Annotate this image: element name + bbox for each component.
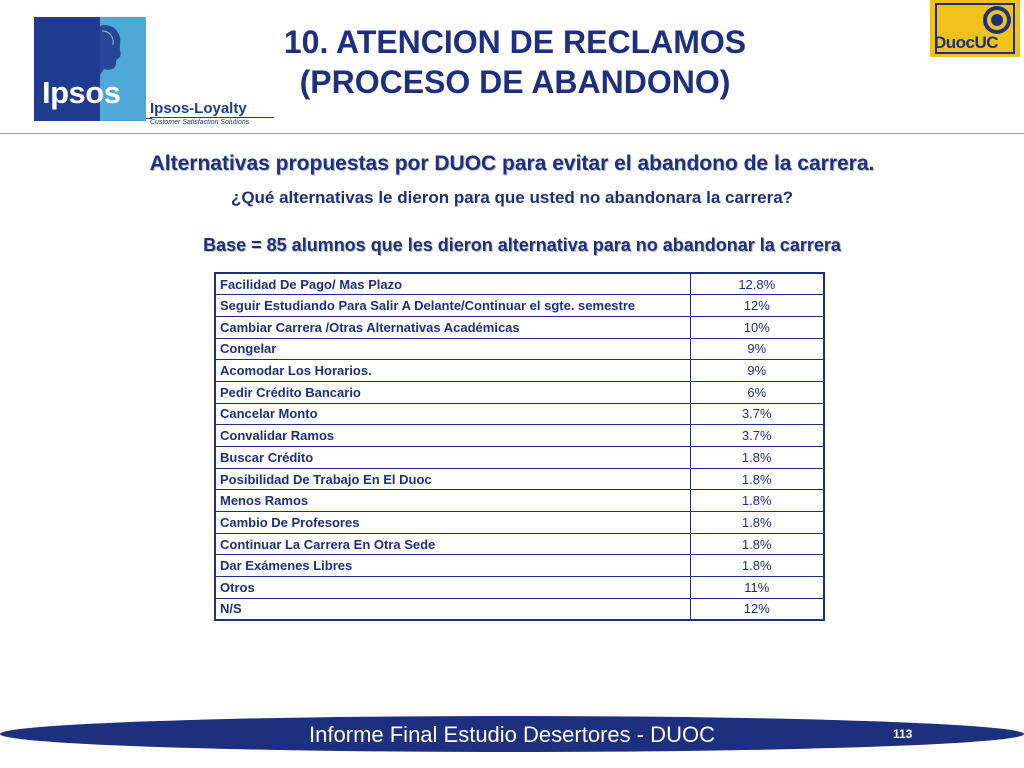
alternatives-table: Facilidad De Pago/ Mas Plazo 12.8% Seguir … bbox=[214, 272, 825, 621]
sample-base-note: Base = 85 alumnos que les dieron alterna… bbox=[203, 235, 841, 255]
page-title-line1: 10. ATENCION DE RECLAMOS bbox=[283, 24, 747, 60]
row-value: 1.8% bbox=[689, 446, 825, 469]
table-row: Pedir Crédito Bancario 6% bbox=[214, 380, 825, 404]
row-value: 3.7% bbox=[689, 402, 825, 426]
row-label: Seguir Estudiando Para Salir A Delante/C… bbox=[214, 294, 691, 317]
crest-icon bbox=[983, 6, 1011, 34]
table-row: Congelar 9% bbox=[214, 337, 825, 361]
row-label: Cambio De Profesores bbox=[214, 511, 691, 534]
row-value: 9% bbox=[689, 337, 825, 361]
footer-banner: Informe Final Estudio Desertores - DUOC … bbox=[0, 716, 1024, 752]
row-value: 1.8% bbox=[689, 467, 825, 491]
duoc-logo-frame bbox=[935, 3, 1015, 54]
ipsos-loyalty-rule bbox=[150, 117, 274, 118]
row-value: 6% bbox=[689, 380, 825, 404]
table-row: Seguir Estudiando Para Salir A Delante/C… bbox=[214, 294, 825, 317]
header-divider bbox=[0, 133, 1024, 134]
page-number: 113 bbox=[893, 727, 913, 741]
table-row: Cancelar Monto 3.7% bbox=[214, 402, 825, 426]
duoc-wordmark: DuocUC bbox=[934, 33, 999, 52]
row-label: Posibilidad De Trabajo En El Duoc bbox=[214, 467, 691, 491]
table-row: Menos Ramos 1.8% bbox=[214, 489, 825, 513]
survey-question: ¿Qué alternativas le dieron para que ust… bbox=[230, 188, 794, 207]
table-row: Dar Exámenes Libres 1.8% bbox=[214, 554, 825, 578]
row-label: Convalidar Ramos bbox=[214, 424, 691, 447]
table-row: Cambiar Carrera /Otras Alternativas Acad… bbox=[214, 315, 825, 339]
section-subtitle: Alternativas propuestas por DUOC para ev… bbox=[149, 152, 875, 175]
table-row: Facilidad De Pago/ Mas Plazo 12.8% bbox=[214, 272, 825, 296]
ipsos-loyalty-text: Ipsos-Loyalty bbox=[150, 100, 247, 117]
row-value: 1.8% bbox=[689, 511, 825, 534]
row-label: Facilidad De Pago/ Mas Plazo bbox=[214, 272, 691, 296]
row-value: 11% bbox=[689, 576, 825, 599]
table-row: N/S 12% bbox=[214, 597, 825, 621]
table-row: Continuar La Carrera En Otra Sede 1.8% bbox=[214, 532, 825, 556]
table-row: Otros 11% bbox=[214, 576, 825, 599]
table-row: Buscar Crédito 1.8% bbox=[214, 446, 825, 469]
row-value: 12% bbox=[689, 597, 825, 621]
row-label: Continuar La Carrera En Otra Sede bbox=[214, 532, 691, 556]
row-label: N/S bbox=[214, 597, 691, 621]
row-value: 1.8% bbox=[689, 554, 825, 578]
table-row: Cambio De Profesores 1.8% bbox=[214, 511, 825, 534]
ipsos-rule bbox=[146, 118, 152, 119]
row-value: 1.8% bbox=[689, 489, 825, 513]
ipsos-wordmark: Ipsos bbox=[42, 75, 121, 110]
table-row: Posibilidad De Trabajo En El Duoc 1.8% bbox=[214, 467, 825, 491]
table-row: Convalidar Ramos 3.7% bbox=[214, 424, 825, 447]
duoc-logo: DuocUC bbox=[930, 0, 1020, 57]
row-value: 10% bbox=[689, 315, 825, 339]
row-value: 9% bbox=[689, 359, 825, 382]
row-label: Otros bbox=[214, 576, 691, 599]
row-label: Congelar bbox=[214, 337, 691, 361]
ipsos-tagline: Customer Satisfaction Solutions bbox=[150, 119, 250, 126]
ipsos-loyalty-logo: Ipsos-Loyalty Customer Satisfaction Solu… bbox=[150, 101, 274, 127]
footer-text: Informe Final Estudio Desertores - DUOC bbox=[309, 722, 715, 747]
row-label: Menos Ramos bbox=[214, 489, 691, 513]
row-value: 12.8% bbox=[689, 272, 825, 296]
page-title: 10. ATENCION DE RECLAMOS (PROCESO DE ABA… bbox=[200, 22, 830, 102]
row-value: 1.8% bbox=[689, 532, 825, 556]
ipsos-logo: Ipsos bbox=[34, 17, 146, 121]
row-label: Acomodar Los Horarios. bbox=[214, 359, 691, 382]
row-label: Pedir Crédito Bancario bbox=[214, 380, 691, 404]
row-value: 12% bbox=[689, 294, 825, 317]
row-label: Buscar Crédito bbox=[214, 446, 691, 469]
page-title-line2: (PROCESO DE ABANDONO) bbox=[299, 64, 731, 100]
profile-head-icon bbox=[86, 25, 121, 75]
row-label: Cancelar Monto bbox=[214, 402, 691, 426]
row-label: Dar Exámenes Libres bbox=[214, 554, 691, 578]
alternatives-table-body: Facilidad De Pago/ Mas Plazo 12.8% Seguir … bbox=[214, 272, 825, 621]
table-row: Acomodar Los Horarios. 9% bbox=[214, 359, 825, 382]
row-label: Cambiar Carrera /Otras Alternativas Acad… bbox=[214, 315, 691, 339]
row-value: 3.7% bbox=[689, 424, 825, 447]
